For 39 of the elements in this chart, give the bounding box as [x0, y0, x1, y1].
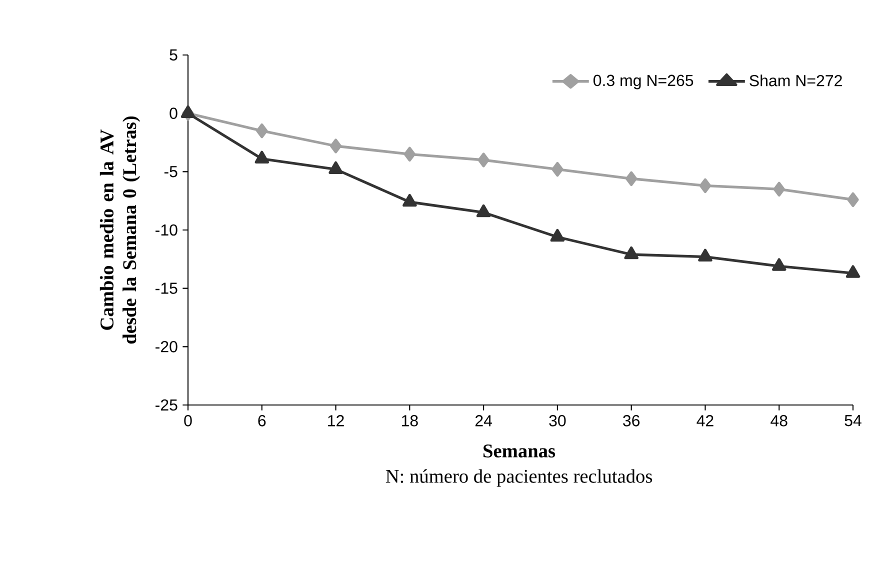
y-tick-label: -15: [156, 282, 178, 294]
point: [624, 246, 638, 260]
x-tick-label: 36: [623, 415, 640, 426]
x-tick-label: 18: [402, 415, 418, 426]
x-tick-label: 48: [770, 415, 788, 426]
y-tick-label: 5: [170, 49, 178, 61]
point: [846, 265, 860, 278]
x-tick-label: 6: [258, 415, 266, 426]
x-tick-label: 0: [184, 415, 192, 426]
y-tick-label: 0: [170, 108, 178, 119]
x-tick-label: 24: [475, 415, 492, 426]
point: [478, 152, 490, 168]
point: [699, 178, 712, 193]
point: [772, 258, 786, 271]
point: [476, 204, 491, 218]
x-tick-label: 54: [844, 415, 862, 426]
legend-label: Sham N=272: [750, 74, 842, 86]
point: [328, 161, 343, 174]
point: [626, 171, 638, 186]
y-tick-label: -5: [164, 166, 178, 178]
point: [550, 228, 565, 242]
point: [256, 123, 268, 138]
point: [330, 138, 342, 154]
point: [552, 162, 564, 177]
point: [402, 194, 417, 207]
x-tick-label: 42: [696, 415, 714, 426]
point: [847, 192, 859, 207]
y-tick-label: -10: [156, 224, 178, 236]
point: [773, 182, 785, 196]
y-tick-label: -25: [156, 399, 178, 411]
y-tick-label: -20: [156, 341, 178, 352]
text: N: número de pacientes reclutados: [386, 469, 652, 487]
point: [404, 146, 416, 162]
x-tick-label: 30: [549, 415, 566, 426]
y-axis-title: Cambio medio en la AV desde la Semana 0 (Letras): [100, 116, 140, 344]
x-tick-label: 12: [328, 415, 344, 426]
legend-label: 0.3 mg N=265: [593, 74, 694, 90]
point: [698, 248, 712, 262]
x-axis-title: Semanas: [484, 444, 556, 458]
